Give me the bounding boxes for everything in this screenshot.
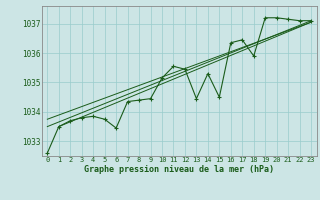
X-axis label: Graphe pression niveau de la mer (hPa): Graphe pression niveau de la mer (hPa) [84,165,274,174]
